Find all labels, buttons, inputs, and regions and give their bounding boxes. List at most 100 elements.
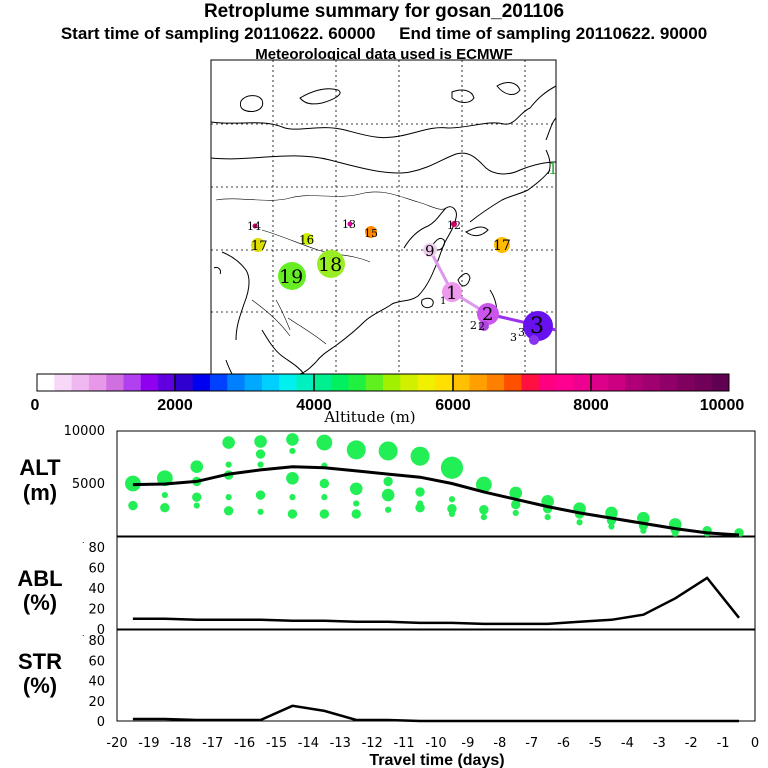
- plume-marker: [317, 250, 345, 278]
- colorbar-cell: [175, 374, 194, 391]
- plume-marker: [479, 321, 489, 331]
- alt-marker: [193, 502, 200, 509]
- alt-marker: [321, 494, 328, 501]
- str-frame: [116, 629, 756, 722]
- colorbar-cell: [417, 374, 436, 391]
- x-axis-label: Travel time (days): [369, 752, 504, 768]
- country-borders: [215, 191, 447, 345]
- colorbar-cell: [348, 374, 367, 391]
- x-tick-label: -14: [298, 736, 319, 751]
- abl-ylabel-line1: ABL: [17, 566, 62, 591]
- x-tick-label: -18: [170, 736, 191, 751]
- plume-marker: [477, 303, 499, 325]
- colorbar-cell: [573, 374, 592, 391]
- alt-marker: [161, 491, 168, 499]
- colorbar-cell: [452, 374, 470, 391]
- colorbar-cell: [486, 374, 505, 391]
- str-ytick: 0: [97, 715, 105, 730]
- alt-marker: [257, 508, 264, 515]
- alt-marker: [160, 502, 170, 513]
- met-data-source: Meteorological data used is ECMWF: [255, 46, 513, 63]
- alt-marker: [319, 478, 330, 489]
- x-tick-label: -1: [717, 736, 730, 751]
- alt-marker: [480, 514, 487, 521]
- colorbar-cell: [296, 374, 315, 391]
- abl-line: [132, 576, 740, 626]
- alt-mean-line: [132, 465, 740, 537]
- colorbar-cell: [123, 374, 142, 391]
- colorbar-cell: [71, 374, 90, 391]
- colorbar-tick: 6000: [435, 397, 471, 414]
- abl-ytick: 20: [88, 603, 105, 618]
- alt-marker: [289, 447, 296, 455]
- map-label: 1: [440, 296, 446, 307]
- colorbar-frame: [36, 373, 730, 392]
- map-label: 3: [510, 331, 517, 344]
- alt-marker: [415, 487, 425, 497]
- plume-labels: 1 14 12 16 15 13 17 17 9 19 18 1 1 2 2 2…: [247, 159, 558, 344]
- colorbar-ticks: 0 2000 4000 6000 8000 10000: [31, 397, 745, 414]
- x-tick-label: -10: [425, 736, 446, 751]
- colorbar-cell: [54, 374, 73, 391]
- colorbar-cell: [88, 374, 107, 391]
- colorbar-cell: [694, 374, 713, 391]
- x-tick-label: -20: [106, 736, 127, 751]
- map-label: 9: [425, 242, 435, 260]
- map-label: 3: [530, 314, 544, 339]
- colorbar-cell: [711, 374, 730, 391]
- x-tick-label: -3: [653, 736, 666, 751]
- plume-marker: [251, 238, 265, 252]
- alt-marker: [289, 494, 296, 501]
- plume-marker: [423, 243, 437, 257]
- x-tick-labels: -20 -19 -18 -17 -16 -15 -14 -13 -12 -11 -10 -9 -8 -7-…: [106, 736, 759, 751]
- colorbar-tick: 10000: [700, 397, 745, 414]
- alt-marker: [637, 511, 650, 525]
- colorbar-cell: [521, 374, 540, 391]
- x-tick-label: -6: [557, 736, 570, 751]
- alt-marker: [381, 488, 395, 502]
- x-tick-label: -12: [362, 736, 383, 751]
- alt-marker: [448, 510, 456, 518]
- colorbar: 0 2000 4000 6000 8000 10000 Altitude (m): [31, 373, 745, 426]
- colorbar-cell: [434, 374, 453, 391]
- str-yticks: 0 20 40 60 80: [88, 634, 105, 730]
- plume-marker: [252, 223, 258, 229]
- map-label: 1: [548, 159, 558, 178]
- plume-marker: [442, 282, 462, 302]
- colorbar-cells: [37, 374, 730, 391]
- alt-marker: [319, 509, 330, 519]
- map-label: 2: [470, 319, 477, 332]
- alt-frame: [116, 430, 756, 537]
- alt-marker: [511, 499, 521, 510]
- x-tick-label: 0: [751, 736, 759, 751]
- plume-marker: [494, 237, 510, 253]
- colorbar-cell: [556, 374, 574, 391]
- abl-panel: ABL (%) 0 20 40 60 80 .: [17, 536, 756, 638]
- coastlines: [210, 82, 557, 375]
- plume-marker: [529, 335, 539, 345]
- colorbar-cell: [607, 374, 626, 391]
- colorbar-cell: [504, 374, 522, 391]
- x-tick-label: -16: [234, 736, 255, 751]
- x-tick-label: -11: [393, 736, 414, 751]
- alt-marker: [447, 504, 457, 514]
- colorbar-tick: 8000: [573, 397, 609, 414]
- map-label: 15: [364, 227, 378, 240]
- plume-marker: [523, 311, 553, 341]
- alt-marker: [576, 519, 583, 526]
- colorbar-cell: [192, 374, 211, 391]
- abl-ytick: 40: [88, 582, 105, 597]
- alt-marker: [316, 434, 333, 451]
- alt-marker: [222, 436, 235, 449]
- x-tick-label: -5: [589, 736, 602, 751]
- map-frame: [210, 59, 557, 375]
- colorbar-cell: [140, 374, 159, 391]
- alt-marker: [286, 433, 299, 446]
- alt-marker: [475, 476, 492, 493]
- colorbar-cell: [158, 374, 176, 391]
- x-tick-label: -15: [266, 736, 287, 751]
- str-ylabel-line1: STR: [18, 649, 62, 674]
- alt-ytick: 10000: [64, 424, 105, 439]
